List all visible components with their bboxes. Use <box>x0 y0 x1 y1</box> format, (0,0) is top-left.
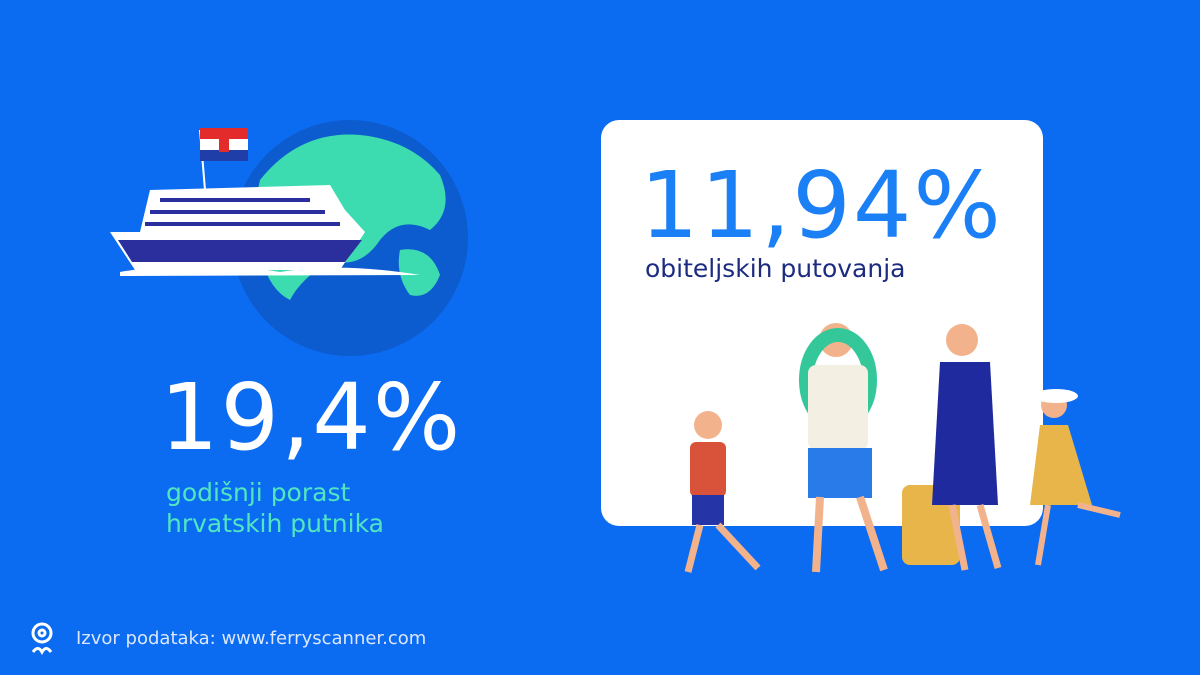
left-stat-value: 19,4% <box>160 364 463 471</box>
card-stat-label: obiteljskih putovanja <box>645 254 906 283</box>
left-stat-label: hrvatskih putnika <box>166 509 384 538</box>
flag-red <box>200 128 248 139</box>
source-note: Izvor podataka: www.ferryscanner.com <box>76 628 427 649</box>
flag-blue <box>200 150 248 161</box>
footer-icon <box>31 622 53 656</box>
left-stat-label: godišnji porast <box>166 478 351 507</box>
card-stat-value: 11,94% <box>640 152 1003 259</box>
ship-stripe <box>118 240 362 262</box>
flag-shield <box>219 136 229 152</box>
ship-windows <box>145 198 340 226</box>
continent <box>398 249 440 296</box>
wave <box>120 265 420 276</box>
